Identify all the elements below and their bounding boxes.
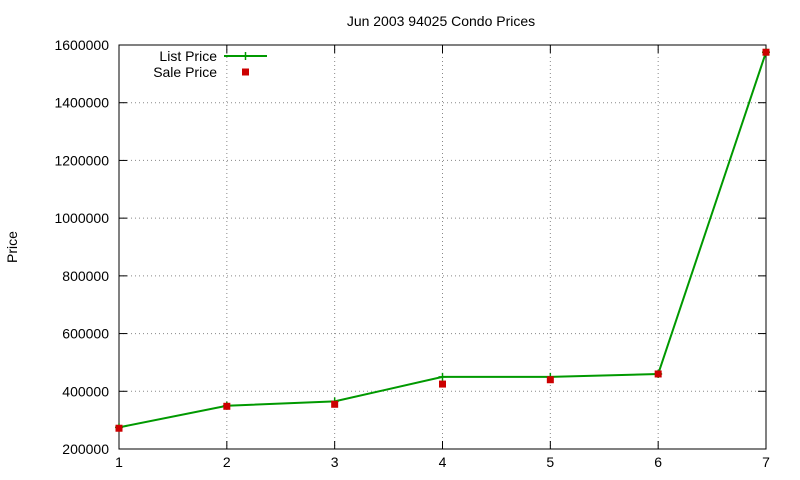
x-tick-label: 7: [762, 454, 770, 470]
series-sale-price: [115, 48, 770, 432]
tick-labels: 1 2 3 4 5 6 7 200000 400000 600000 800000 1000000 12…: [54, 37, 770, 470]
data-point-sale-price: [439, 380, 446, 388]
y-tick-label: 200000: [62, 441, 109, 457]
y-tick-label: 1200000: [54, 152, 109, 168]
x-tick-label: 1: [115, 454, 123, 470]
legend-item-sale-price: Sale Price: [153, 64, 249, 80]
x-tick-label: 6: [654, 454, 662, 470]
legend-label: Sale Price: [153, 64, 217, 80]
data-point-sale-price: [654, 370, 662, 378]
chart-title: Jun 2003 94025 Condo Prices: [347, 13, 535, 29]
x-tick-label: 4: [439, 454, 447, 470]
series: [115, 48, 770, 432]
x-tick-label: 3: [331, 454, 339, 470]
data-point-sale-price: [762, 48, 770, 56]
y-tick-label: 1000000: [54, 210, 109, 226]
x-tick-label: 5: [546, 454, 554, 470]
data-point-sale-price: [331, 400, 339, 408]
data-point-list-price: [438, 372, 447, 381]
axes: [118, 44, 767, 450]
y-tick-label: 1400000: [54, 95, 109, 111]
legend-swatch-marker: [242, 68, 249, 76]
data-point-sale-price: [223, 402, 231, 410]
data-point-sale-price: [115, 424, 123, 432]
y-axis-label: Price: [4, 231, 20, 263]
data-point-sale-price: [546, 376, 554, 384]
grid: [119, 45, 766, 449]
y-tick-label: 800000: [62, 268, 109, 284]
y-tick-label: 600000: [62, 326, 109, 342]
series-line-list-price: [118, 51, 767, 429]
legend-label: List Price: [159, 48, 217, 64]
y-tick-label: 1600000: [54, 37, 109, 53]
legend-item-list-price: List Price: [159, 48, 267, 64]
x-tick-label: 2: [223, 454, 231, 470]
y-tick-label: 400000: [62, 383, 109, 399]
